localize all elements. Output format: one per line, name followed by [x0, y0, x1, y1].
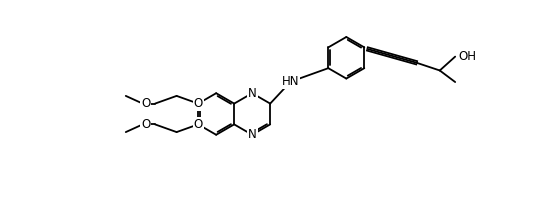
Text: O: O — [141, 118, 151, 131]
Text: OH: OH — [458, 50, 476, 63]
Text: N: N — [248, 87, 256, 100]
Text: O: O — [141, 97, 151, 110]
Text: O: O — [193, 97, 203, 110]
Text: HN: HN — [282, 75, 299, 88]
Text: O: O — [193, 118, 203, 131]
Text: N: N — [248, 128, 256, 141]
